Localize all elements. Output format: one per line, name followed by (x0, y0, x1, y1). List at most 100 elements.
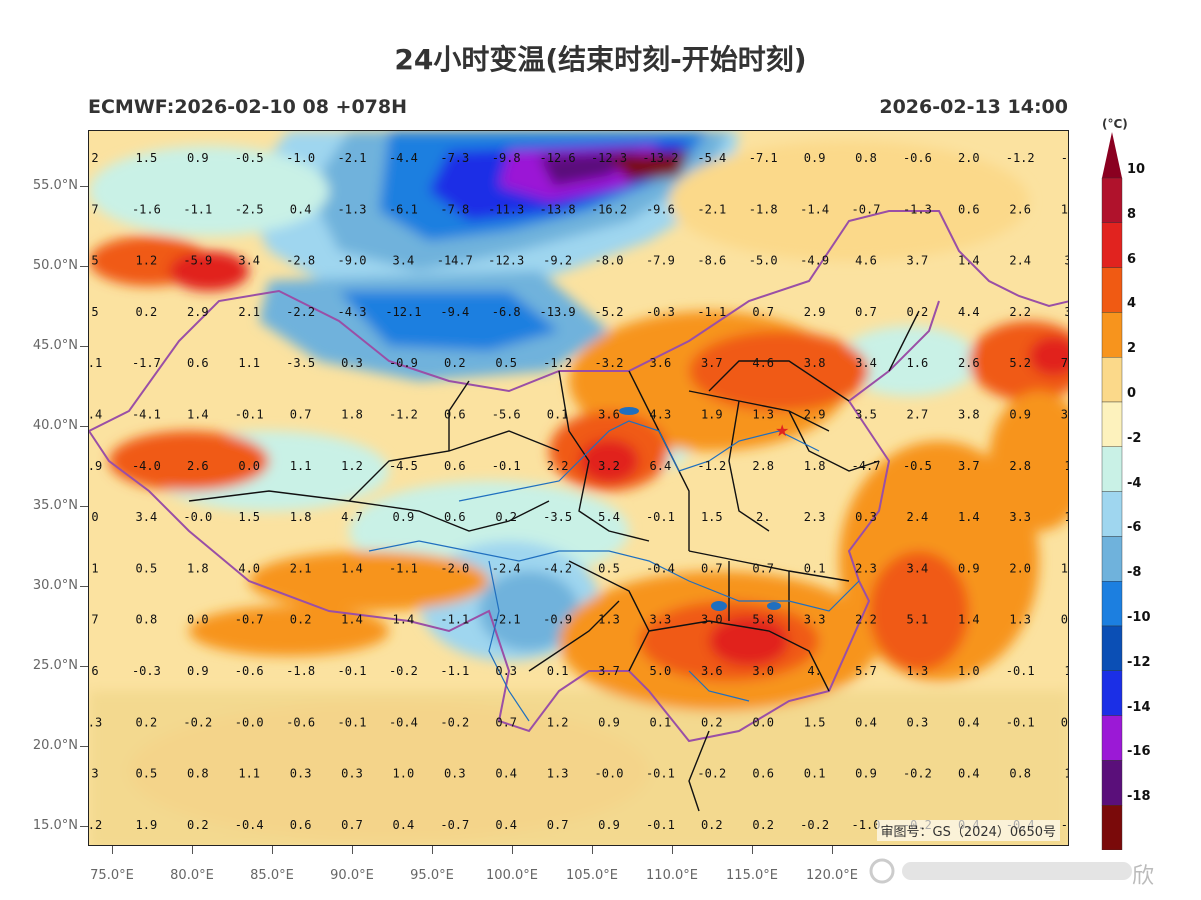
grid-value: 1.3 (907, 664, 929, 678)
grid-value: 0.1 (804, 767, 826, 781)
y-tick-label: 55.0°N (32, 178, 78, 193)
grid-value: 3.4 (393, 254, 415, 268)
colorbar-segment (1101, 715, 1123, 761)
grid-value: -1.1 (389, 561, 418, 575)
lake-icon (711, 601, 727, 611)
grid-value: 0.9 (958, 561, 980, 575)
grid-value: 0.9 (855, 767, 877, 781)
grid-value: 0.0 (187, 613, 209, 627)
color-fill-field (89, 131, 1068, 845)
colorbar-segment (1101, 222, 1123, 268)
grid-value: 0.0 (752, 715, 774, 729)
grid-value: 0 (91, 510, 98, 524)
x-tick (752, 846, 753, 854)
grid-value: 3.6 (598, 408, 620, 422)
grid-value: -4.5 (389, 459, 418, 473)
y-tick (80, 826, 88, 827)
grid-value: 5 (91, 305, 98, 319)
colorbar-label: -18 (1127, 789, 1151, 805)
grid-value: 0.5 (495, 356, 517, 370)
grid-value: 3.4 (136, 510, 158, 524)
x-tick (592, 846, 593, 854)
grid-value: -3.5 (286, 356, 315, 370)
y-tick (80, 506, 88, 507)
x-tick-label: 115.0°E (726, 868, 778, 883)
grid-value: -1.2 (1006, 151, 1035, 165)
grid-value: 0.2 (495, 510, 517, 524)
x-tick-label: 95.0°E (410, 868, 454, 883)
grid-value: 2.6 (1009, 202, 1031, 216)
x-tick (192, 846, 193, 854)
lake-icon (619, 407, 639, 415)
x-tick-label: 90.0°E (330, 868, 374, 883)
grid-value: -0.5 (235, 151, 264, 165)
grid-value: 1.5 (701, 510, 723, 524)
grid-value: -1.4 (800, 202, 829, 216)
grid-value: 0.7 (701, 561, 723, 575)
grid-value: -6.1 (389, 202, 418, 216)
grid-value: 7 (91, 202, 98, 216)
grid-value: 3 (91, 767, 98, 781)
colorbar (1101, 132, 1123, 850)
grid-value: -5.6 (492, 408, 521, 422)
grid-value: -0.0 (235, 715, 264, 729)
grid-value: -0.1 (1006, 715, 1035, 729)
grid-value: -5.0 (749, 254, 778, 268)
grid-value: 0.7 (547, 818, 569, 832)
grid-value: 3.7 (907, 254, 929, 268)
grid-value: 0.2 (907, 305, 929, 319)
grid-value: 0.3 (495, 664, 517, 678)
grid-value: 0.4 (958, 767, 980, 781)
grid-value: -9.2 (543, 254, 572, 268)
y-tick-label: 35.0°N (32, 498, 78, 513)
grid-value: 1.2 (341, 459, 363, 473)
grid-value: 1.4 (958, 510, 980, 524)
grid-value: 0.5 (136, 561, 158, 575)
grid-value: 1.3 (547, 767, 569, 781)
grid-value: -1.3 (338, 202, 367, 216)
grid-value: 4. (807, 664, 821, 678)
grid-value: 2.9 (804, 408, 826, 422)
grid-value: 2.4 (907, 510, 929, 524)
grid-value: -2.1 (338, 151, 367, 165)
grid-value: -0.5 (903, 459, 932, 473)
grid-value: 2.0 (1009, 561, 1031, 575)
map-approval-number: 审图号：GS（2024）0650号 (876, 820, 1060, 841)
grid-value: 3.6 (701, 664, 723, 678)
grid-value: 2.2 (1009, 305, 1031, 319)
x-tick (512, 846, 513, 854)
y-tick (80, 186, 88, 187)
y-tick-label: 50.0°N (32, 258, 78, 273)
grid-value: 2.8 (1009, 459, 1031, 473)
grid-value: -1.1 (440, 613, 469, 627)
grid-value: 0.1 (547, 408, 569, 422)
grid-value: 0.2 (701, 818, 723, 832)
grid-value: 1.4 (341, 561, 363, 575)
grid-value: 0.4 (958, 715, 980, 729)
grid-value: 5.0 (650, 664, 672, 678)
grid-value: -0.2 (389, 664, 418, 678)
grid-value: 4.4 (958, 305, 980, 319)
grid-value: -0.2 (440, 715, 469, 729)
grid-value: 1. (1064, 510, 1069, 524)
grid-value: 0.4 (495, 818, 517, 832)
grid-value: -0.7 (235, 613, 264, 627)
grid-value: 0.9 (598, 715, 620, 729)
grid-value: 1.0 (958, 664, 980, 678)
grid-value: -12.1 (385, 305, 421, 319)
grid-value: 0.5 (598, 561, 620, 575)
grid-value: 0.1 (547, 664, 569, 678)
x-tick-label: 85.0°E (250, 868, 294, 883)
colorbar-segment (1101, 536, 1123, 582)
grid-value: -0.1 (646, 510, 675, 524)
colorbar-label: -14 (1127, 699, 1151, 715)
colorbar-label: -4 (1127, 475, 1142, 491)
grid-value: 5.8 (752, 613, 774, 627)
grid-value: 1.8 (1061, 202, 1069, 216)
grid-value: -4.7 (852, 459, 881, 473)
grid-value: -2.2 (286, 305, 315, 319)
grid-value: -1.1 (183, 202, 212, 216)
grid-value: -6.8 (492, 305, 521, 319)
grid-value: 0.8 (1061, 613, 1069, 627)
rivers (368, 420, 860, 722)
